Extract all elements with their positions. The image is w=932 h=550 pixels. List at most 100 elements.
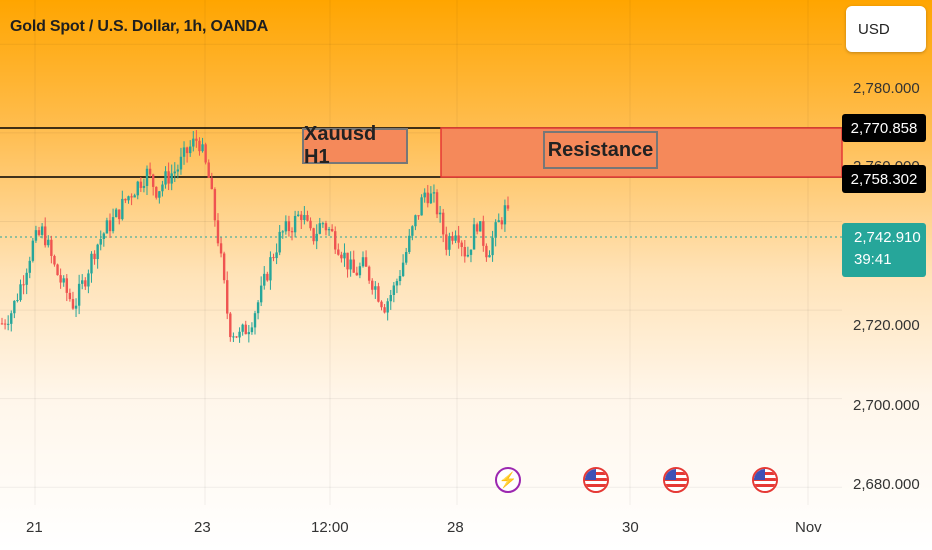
candle-body: [96, 244, 99, 260]
candle-body: [114, 209, 118, 218]
candle-body: [309, 220, 312, 229]
candle-body: [238, 331, 241, 338]
candle-body: [377, 286, 380, 302]
candle-body: [296, 214, 300, 216]
candle-body: [84, 280, 87, 287]
y-tick-2720: 2,720.000: [853, 317, 920, 334]
candle-body: [460, 242, 463, 248]
candle-body: [213, 189, 217, 221]
candle-body: [31, 240, 35, 261]
us-flag-icon[interactable]: [583, 467, 609, 493]
candle-body: [367, 266, 371, 281]
candle-body: [290, 231, 294, 233]
y-tick-2680: 2,680.000: [853, 476, 920, 493]
candle-body: [343, 252, 346, 259]
candle-body: [269, 257, 272, 281]
x-tick-28: 28: [447, 519, 464, 536]
candle-body: [485, 245, 488, 258]
candle-body: [454, 235, 457, 241]
candle-body: [395, 281, 399, 286]
candle-body: [414, 215, 417, 227]
candle-body: [287, 221, 291, 232]
candle-body: [364, 257, 368, 267]
candle-body: [506, 205, 510, 209]
grid-lines: [0, 0, 842, 505]
x-tick-30: 30: [622, 519, 639, 536]
candle-body: [124, 198, 127, 201]
candle-body: [28, 260, 31, 273]
candle-body: [392, 285, 396, 296]
candle-body: [201, 144, 204, 152]
candle-body: [488, 255, 491, 258]
candle-body: [164, 171, 167, 185]
candle-body: [136, 181, 139, 196]
x-tick-23: 23: [194, 519, 211, 536]
us-flag-icon[interactable]: [752, 467, 778, 493]
candle-body: [401, 262, 405, 276]
candle-body: [59, 275, 62, 283]
candle-body: [494, 222, 497, 238]
candle-body: [408, 235, 411, 253]
candle-body: [448, 236, 451, 250]
candle-body: [204, 144, 207, 163]
candle-body: [315, 233, 318, 242]
candle-body: [361, 257, 365, 267]
candle-body: [102, 233, 106, 240]
candle-body: [358, 266, 362, 276]
candle-body: [195, 138, 198, 141]
candle-body: [53, 255, 56, 265]
candle-body: [337, 249, 340, 255]
candle-body: [226, 280, 229, 314]
candle-body: [10, 313, 13, 324]
candle-body: [145, 168, 149, 186]
candle-body: [463, 247, 467, 257]
chart-title: Gold Spot / U.S. Dollar, 1h, OANDA: [10, 18, 269, 35]
candle-body: [16, 300, 19, 302]
candle-body: [263, 273, 266, 286]
candle-body: [207, 162, 210, 178]
candle-body: [244, 324, 247, 335]
candle-body: [281, 231, 284, 233]
candle-body: [19, 284, 22, 301]
candle-body: [127, 196, 130, 201]
candle-body: [469, 249, 473, 255]
candle-body: [235, 336, 238, 338]
candle-body: [334, 231, 337, 250]
candle-body: [77, 283, 81, 306]
lightning-icon[interactable]: ⚡: [495, 467, 521, 493]
candle-body: [68, 292, 72, 300]
candle-body: [87, 273, 90, 287]
candle-body: [222, 253, 226, 281]
candle-body: [466, 254, 470, 257]
candle-body: [327, 229, 331, 231]
y-tick-2700: 2,700.000: [853, 397, 920, 414]
candle-body: [500, 220, 504, 225]
candle-body: [158, 191, 161, 198]
candle-body: [429, 193, 433, 204]
xauusd-h1-label: Xauusd H1: [302, 123, 408, 168]
candle-body: [312, 228, 315, 242]
candle-body: [170, 173, 173, 184]
candle-body: [99, 239, 102, 245]
candle-body: [435, 192, 439, 215]
candle-body: [293, 215, 297, 233]
candle-body: [324, 223, 328, 231]
price-tag-upper: 2,770.858: [842, 114, 926, 142]
candle-body: [198, 140, 201, 152]
currency-button[interactable]: USD: [846, 6, 926, 52]
candle-body: [13, 300, 16, 314]
candle-body: [479, 221, 482, 232]
candle-body: [216, 220, 220, 244]
candle-body: [189, 146, 192, 154]
candle-body: [411, 226, 414, 236]
candle-body: [210, 177, 214, 190]
candle-body: [340, 254, 343, 259]
candle-body: [192, 138, 195, 147]
candle-body: [81, 280, 84, 284]
candle-body: [74, 305, 78, 309]
candle-body: [482, 221, 485, 246]
us-flag-icon[interactable]: [663, 467, 689, 493]
candle-body: [306, 215, 309, 221]
candle-body: [445, 234, 448, 250]
